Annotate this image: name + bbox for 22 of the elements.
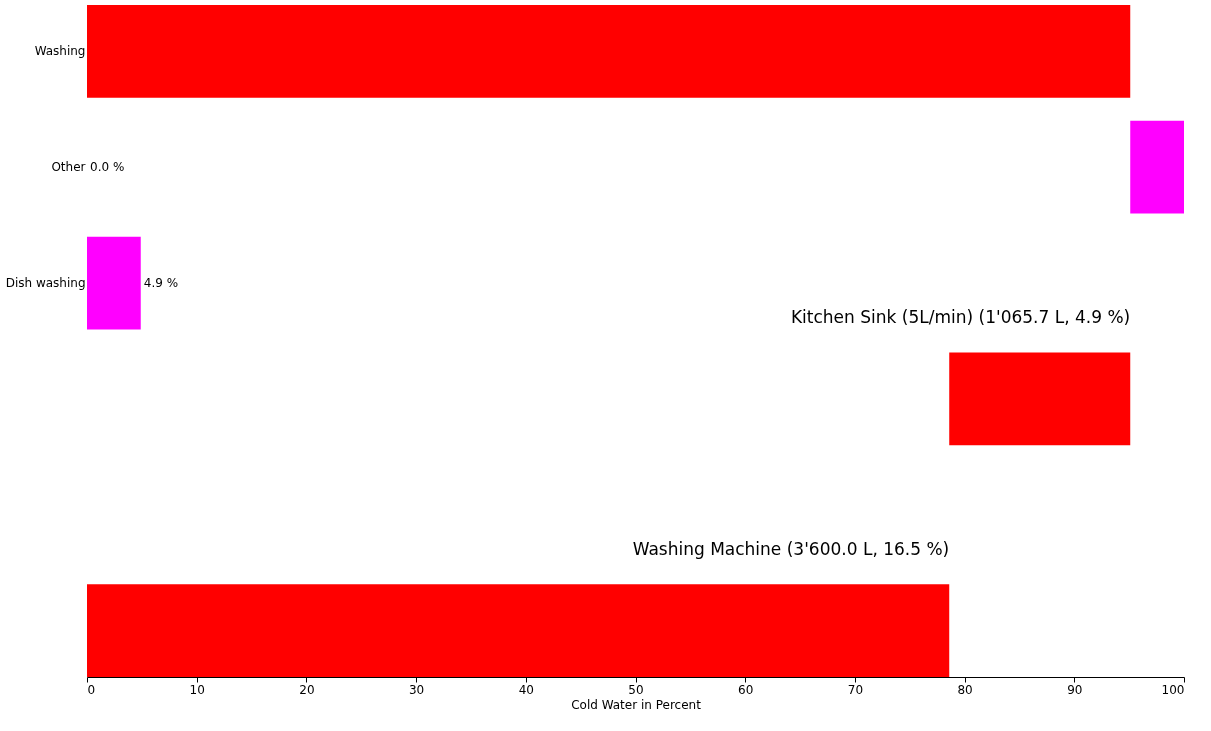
bar [87,584,950,677]
x-tick-label: 70 [847,682,864,697]
bar [87,236,141,330]
data-label: 0.0 % [90,160,125,175]
y-tick-label: Other [51,160,86,175]
x-tick-label: 80 [957,682,973,697]
x-tick-label: 30 [408,682,425,697]
bar [949,352,1131,446]
x-tick-label: 40 [518,682,534,697]
x-tick-label: 0 [87,682,96,697]
x-tick-label: 90 [1067,682,1083,697]
x-tick-label: 50 [628,682,644,697]
x-tick-label: 60 [738,682,754,697]
x-axis-title: Cold Water in Percent [571,697,702,712]
y-tick-label: Washing [34,44,86,59]
x-tick-label: 20 [299,682,315,697]
annotation: Kitchen Sink (5L/min) (1'065.7 L, 4.9 %) [790,307,1131,328]
y-tick-label: Dish washing [5,276,86,291]
data-label: 4.9 % [143,276,179,291]
x-tick-label: 10 [189,682,205,697]
annotation: Washing Machine (3'600.0 L, 16.5 %) [632,539,950,560]
x-tick-label: 100 [1161,682,1185,697]
